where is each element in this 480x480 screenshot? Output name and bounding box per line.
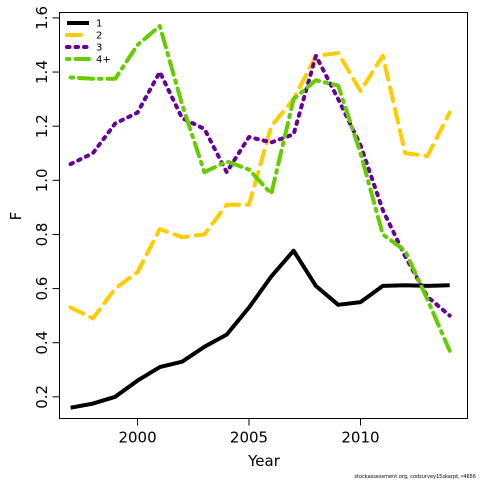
y-tick-label: 1.6 <box>33 6 51 30</box>
y-tick-label: 1.0 <box>33 168 51 192</box>
legend-label: 4+ <box>96 55 111 66</box>
x-tick-label: 2010 <box>341 429 379 447</box>
y-tick-label: 1.4 <box>33 60 51 84</box>
series-line-2 <box>68 51 452 321</box>
y-tick-label: 0.8 <box>33 223 51 247</box>
x-tick-label: 2000 <box>118 429 156 447</box>
x-tick-label: 2005 <box>230 429 268 447</box>
legend-label: 3 <box>96 43 102 54</box>
x-axis: 2000 2005 2010 <box>118 418 380 447</box>
y-tick-label: 0.6 <box>33 277 51 301</box>
legend-label: 1 <box>96 19 102 30</box>
series-line-4plus <box>68 24 452 353</box>
y-tick-label: 0.4 <box>33 331 51 355</box>
y-axis: 0.2 0.4 0.6 0.8 1.0 1.2 1.4 1.6 <box>33 6 60 409</box>
y-tick-label: 0.2 <box>33 385 51 409</box>
series-lines <box>68 24 452 410</box>
x-axis-title: Year <box>247 452 281 470</box>
legend-label: 2 <box>96 31 102 42</box>
y-axis-title: F <box>7 212 25 221</box>
series-line-3 <box>68 53 452 318</box>
y-tick-label: 1.2 <box>33 114 51 138</box>
footnote: stockassessment.org, codsurvey15skarpt, … <box>354 474 476 480</box>
series-line-1 <box>70 248 450 410</box>
plot-frame <box>59 12 468 419</box>
